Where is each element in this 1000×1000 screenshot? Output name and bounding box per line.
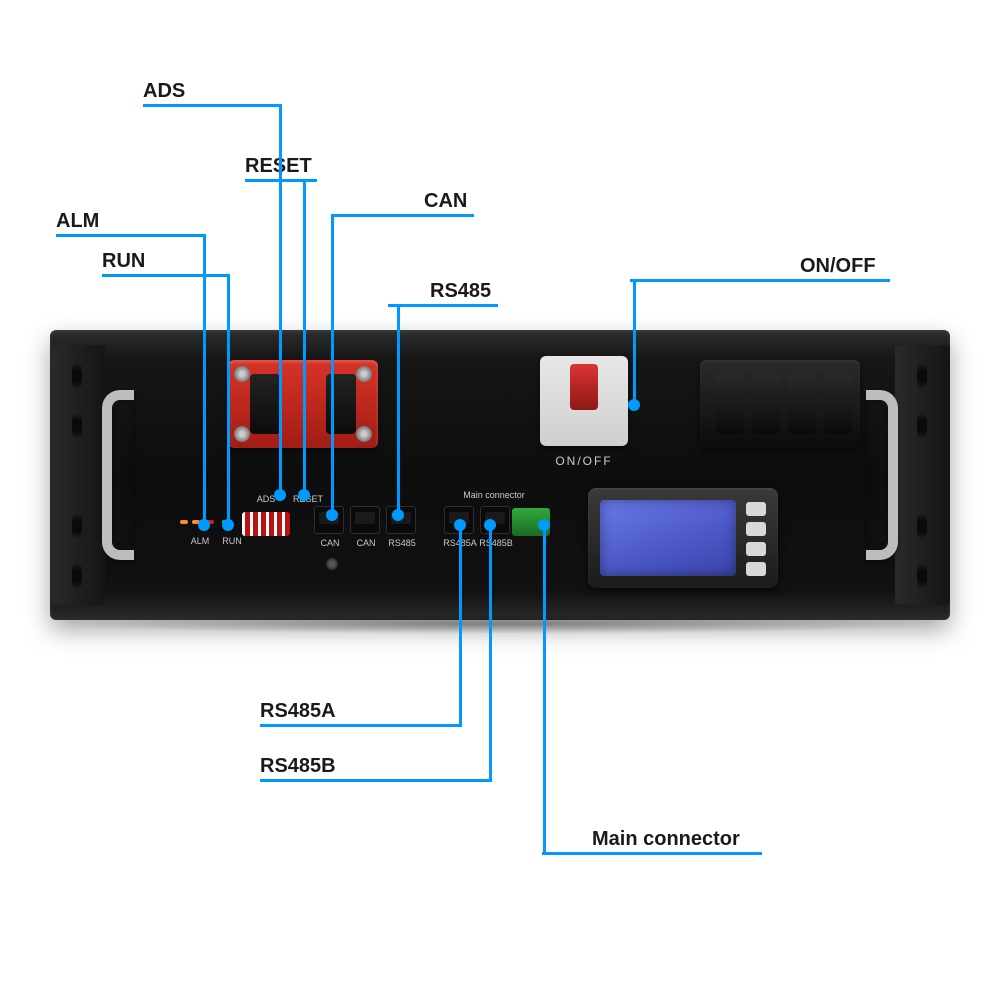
panel-label-rs485: RS485 (382, 538, 422, 548)
callout-onoff: ON/OFF (800, 255, 876, 278)
port-can-2 (350, 506, 380, 534)
panel-label-rs485b: RS485B (476, 538, 516, 548)
dip-switch (242, 512, 290, 536)
rack-ear-left (50, 345, 105, 605)
callout-run: RUN (102, 250, 145, 273)
rack-ear-right (895, 345, 950, 605)
port-rs485b (480, 506, 510, 534)
handle-right (866, 390, 898, 560)
handle-left (102, 390, 134, 560)
callout-alm: ALM (56, 210, 99, 233)
led-alm-1 (180, 520, 188, 524)
callout-rs485b: RS485B (260, 755, 336, 778)
panel-label-run: RUN (212, 536, 252, 546)
panel-label-can1: CAN (310, 538, 350, 548)
device-chassis: ON/OFF ALM RUN ADS RESET CAN CAN RS485 R… (50, 330, 950, 620)
lcd-button-1 (746, 502, 766, 516)
callout-rs485a: RS485A (260, 700, 336, 723)
callout-main-connector: Main connector (592, 828, 740, 851)
lcd-button-3 (746, 542, 766, 556)
lcd-button-2 (746, 522, 766, 536)
lcd-display (588, 488, 778, 588)
screw-icon (326, 558, 338, 570)
breaker-switch: ON/OFF (540, 356, 628, 446)
callout-rs485: RS485 (430, 280, 491, 303)
callout-can: CAN (424, 190, 467, 213)
callout-ads: ADS (143, 80, 185, 103)
panel-label-can2: CAN (346, 538, 386, 548)
negative-terminal (700, 360, 860, 448)
onoff-panel-label: ON/OFF (540, 454, 628, 468)
lcd-button-4 (746, 562, 766, 576)
panel-label-main-connector: Main connector (449, 490, 539, 500)
